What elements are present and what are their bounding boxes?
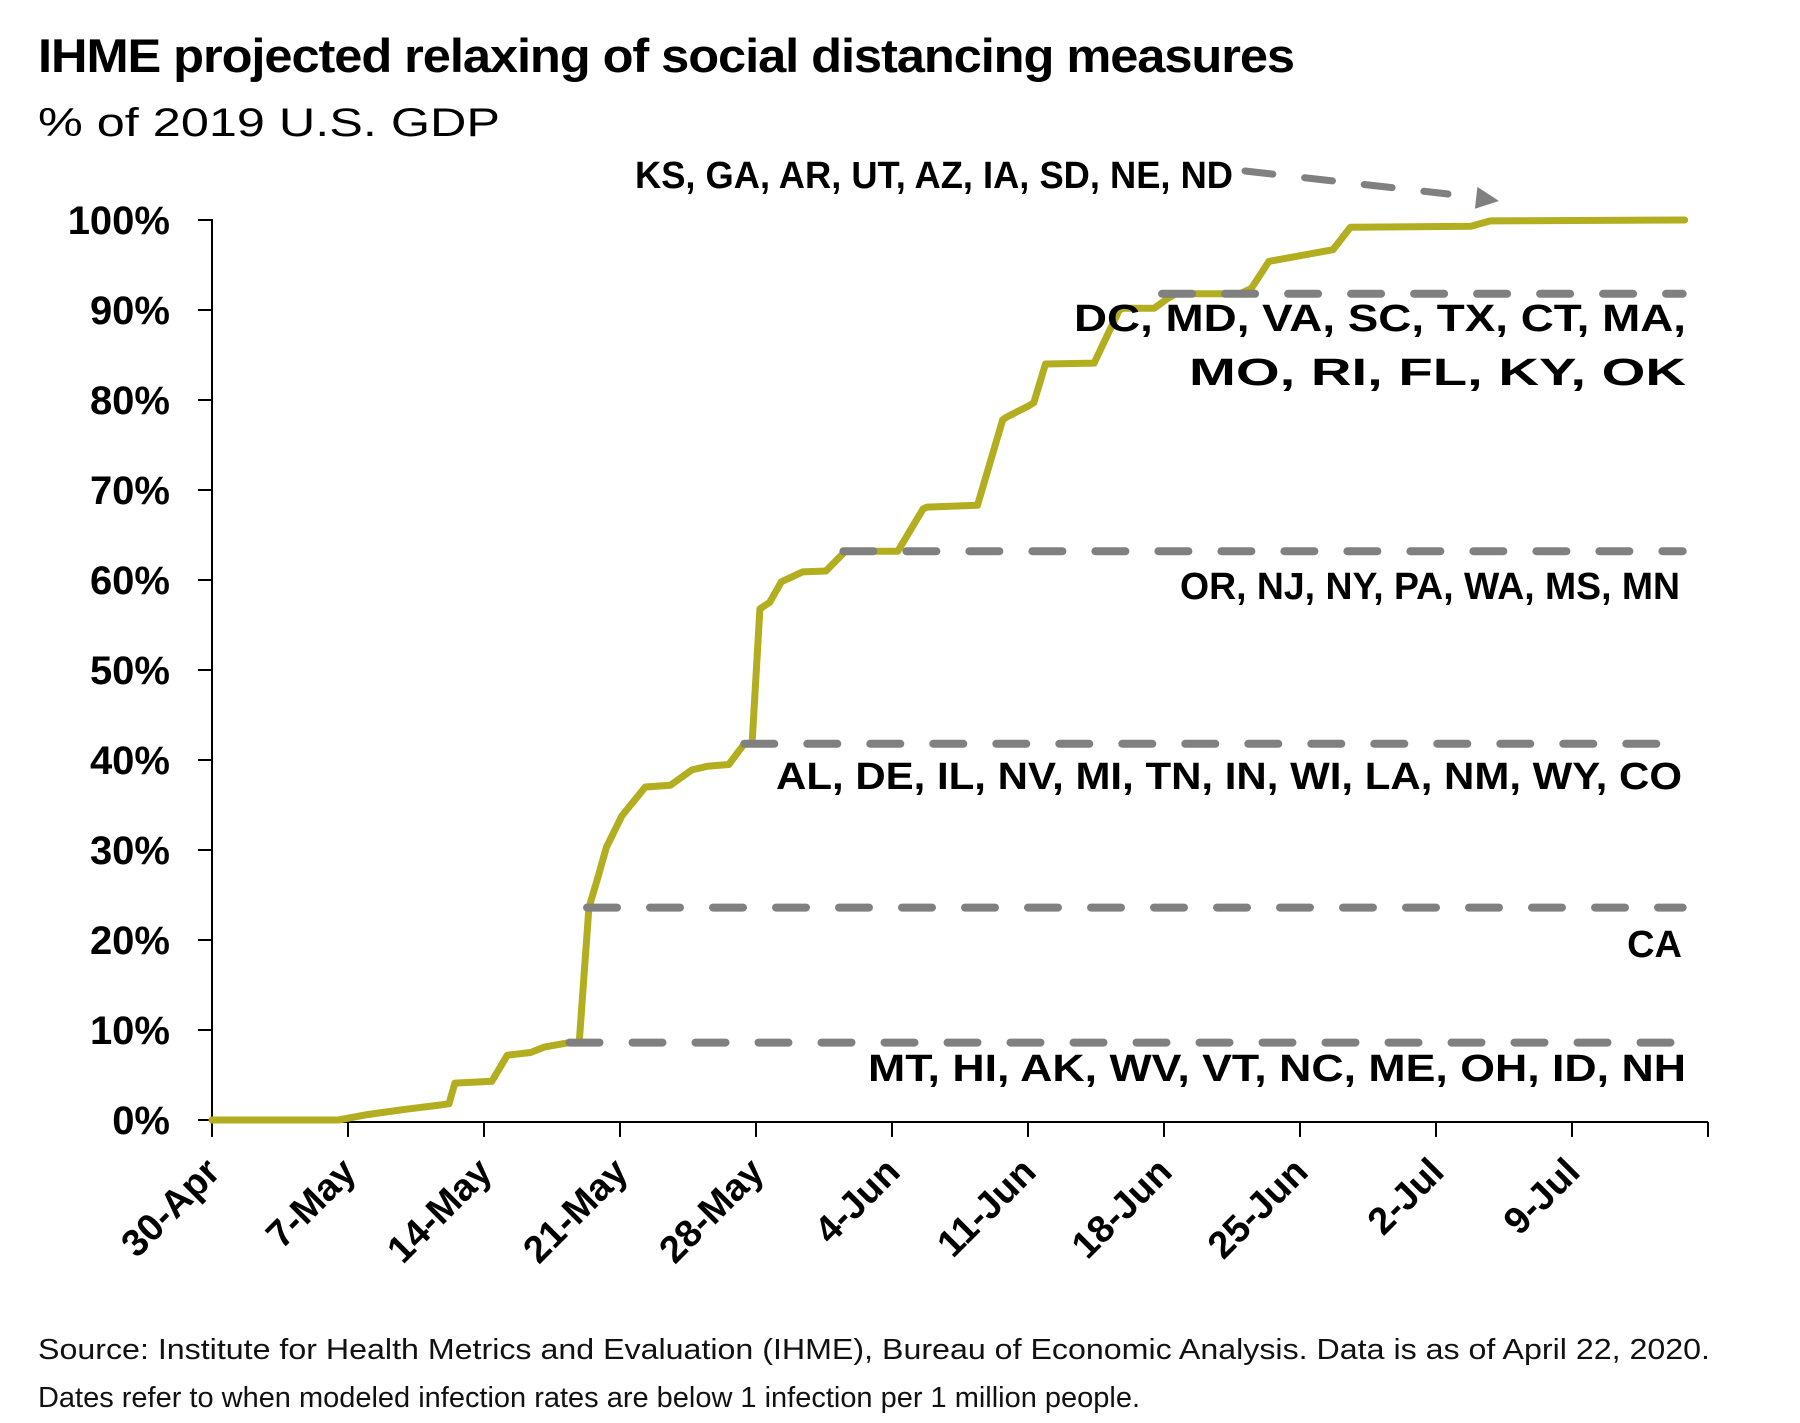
state-label-or-group: OR, NJ, NY, PA, WA, MS, MN [1180, 566, 1680, 608]
y-tick-label-50: 50% [90, 649, 170, 693]
chart-subtitle: % of 2019 U.S. GDP [38, 101, 500, 145]
y-tick-label-70: 70% [90, 469, 170, 513]
arrow-head-icon [1474, 186, 1499, 209]
source-line-1: Source: Institute for Health Metrics and… [38, 1334, 1710, 1366]
x-tick-label-25jun: 25-Jun [1200, 1151, 1316, 1267]
x-tick-label-28may: 28-May [652, 1151, 773, 1272]
state-label-ca: CA [1627, 924, 1682, 966]
state-group-labels: KS, GA, AR, UT, AZ, IA, SD, NE, ND DC, M… [635, 155, 1687, 1090]
state-level-dash-lines [565, 289, 1687, 1047]
y-tick-label-60: 60% [90, 559, 170, 603]
y-tick-label-30: 30% [90, 829, 170, 873]
x-tick-label-18jun: 18-Jun [1064, 1151, 1180, 1267]
state-label-dc-group-row1: DC, MD, VA, SC, TX, CT, MA, [1074, 298, 1686, 340]
state-label-al-group: AL, DE, IL, NV, MI, TN, IN, WI, LA, NM, … [776, 756, 1682, 798]
y-tick-label-10: 10% [90, 1009, 170, 1053]
axis-ticks [198, 219, 1709, 1137]
x-tick-label-30apr: 30-Apr [114, 1151, 229, 1266]
x-tick-label-14may: 14-May [380, 1151, 501, 1272]
y-tick-label-20: 20% [90, 919, 170, 963]
y-tick-label-90: 90% [90, 289, 170, 333]
source-note: Source: Institute for Health Metrics and… [38, 1334, 1710, 1414]
state-label-mt-group: MT, HI, AK, WV, VT, NC, ME, OH, ID, NH [868, 1048, 1686, 1090]
x-tick-labels: 30-Apr 7-May 14-May 21-May 28-May 4-Jun … [114, 1151, 1589, 1272]
x-tick-label-7may: 7-May [258, 1151, 364, 1257]
x-tick-label-11jun: 11-Jun [930, 1151, 1045, 1266]
state-label-ks-group: KS, GA, AR, UT, AZ, IA, SD, NE, ND [635, 155, 1233, 197]
y-tick-label-80: 80% [90, 379, 170, 423]
y-tick-label-0: 0% [112, 1099, 170, 1143]
source-line-2: Dates refer to when modeled infection ra… [38, 1382, 1140, 1414]
arrow-dashed-shaft [1241, 167, 1452, 198]
state-label-dc-group-row2: MO, RI, FL, KY, OK [1189, 352, 1687, 394]
x-tick-label-21may: 21-May [516, 1151, 637, 1272]
x-tick-label-2jul: 2-Jul [1360, 1151, 1452, 1243]
x-tick-label-4jun: 4-Jun [807, 1151, 908, 1252]
arrow-annotation [1241, 167, 1499, 209]
y-tick-label-40: 40% [90, 739, 170, 783]
y-tick-label-100: 100% [68, 199, 170, 243]
chart-title: IHME projected relaxing of social distan… [38, 29, 1294, 82]
y-tick-labels: 0% 10% 20% 30% 40% 50% 60% 70% 80% 90% 1… [68, 199, 170, 1143]
x-tick-label-9jul: 9-Jul [1496, 1151, 1588, 1243]
